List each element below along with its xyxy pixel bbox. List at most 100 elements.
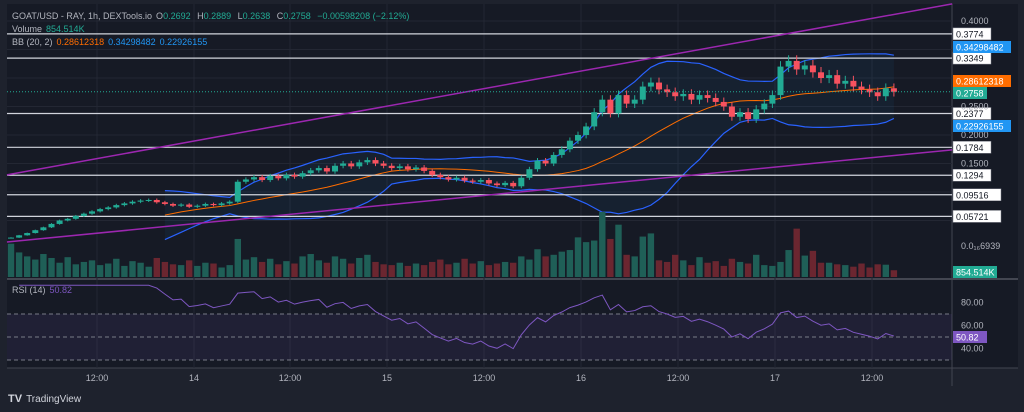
candle-body	[413, 167, 419, 170]
candle-body	[882, 88, 889, 97]
volume-bar	[429, 261, 436, 277]
candle-body	[842, 80, 849, 84]
candle-body	[194, 205, 201, 207]
volume-bar	[364, 254, 371, 277]
candle-body	[793, 60, 800, 70]
volume-bar	[607, 238, 614, 277]
bb-basis-badge-box	[953, 75, 1011, 87]
candle-body	[404, 166, 411, 170]
candle-body	[672, 92, 679, 97]
candle-body	[890, 88, 897, 92]
bb-upper-line	[164, 53, 894, 198]
volume-bar	[348, 263, 355, 277]
candle-body	[737, 112, 743, 117]
candle-body	[664, 89, 671, 93]
volume-bar	[882, 264, 889, 277]
volume-bar	[874, 264, 881, 277]
volume-bar	[137, 262, 144, 277]
candle-body	[445, 177, 452, 180]
time-tick: 12:00	[86, 373, 109, 383]
price-tick: 0.4000	[961, 16, 989, 26]
candle-body	[785, 60, 792, 67]
candle-body	[348, 163, 355, 167]
candle-body	[226, 201, 233, 204]
volume-bar	[48, 257, 55, 277]
volume-bar	[258, 261, 266, 277]
volume-bar	[591, 240, 598, 277]
volume-bar	[769, 265, 776, 277]
volume-bar	[64, 257, 71, 277]
candle-body	[56, 220, 63, 224]
volume-bar	[623, 254, 630, 277]
candle-body	[510, 182, 517, 187]
volume-bar	[655, 260, 663, 277]
candle-body	[769, 95, 776, 104]
candle-body	[267, 176, 274, 181]
candle-body	[801, 65, 808, 70]
candle-body	[16, 235, 23, 238]
level-label-box	[952, 210, 1002, 223]
close-value: 0.2758	[283, 11, 311, 21]
volume-bar	[161, 261, 169, 277]
candle-body	[283, 174, 290, 179]
rsi-tick: 40.00	[961, 344, 984, 354]
volume-bar	[7, 243, 15, 277]
volume-bar	[226, 265, 233, 277]
low-value: 0.2638	[242, 11, 271, 21]
volume-bar	[777, 261, 784, 277]
bb-legend: BB (20, 2) 0.28612318 0.34298482 0.22926155	[12, 37, 208, 47]
candle-body	[858, 86, 865, 90]
bb-upper-badge-box	[953, 41, 1011, 53]
candle-body	[502, 182, 509, 186]
candle-body	[364, 160, 371, 163]
tradingview-logo[interactable]: TV TradingView	[8, 393, 82, 405]
volume-bar	[356, 257, 363, 277]
price-tick: 0.1500	[961, 159, 989, 169]
volume-bar	[339, 258, 347, 277]
volume-bar	[793, 228, 800, 277]
volume-bar	[825, 262, 833, 277]
candle-body	[299, 173, 306, 177]
volume-bar	[186, 260, 193, 277]
candle-body	[429, 170, 436, 175]
volume-bar	[469, 263, 476, 277]
level-label-box	[952, 27, 992, 41]
volume-bar	[801, 255, 808, 277]
level-label: 0.2377	[956, 109, 984, 119]
volume-bar	[242, 259, 250, 277]
volume-bar	[275, 264, 282, 277]
candle-body	[105, 207, 112, 210]
candle-body	[591, 112, 598, 127]
candle-body	[153, 199, 160, 203]
level-label: 0.3774	[956, 29, 984, 39]
candle-body	[461, 177, 468, 181]
candle-body	[242, 179, 249, 182]
volume-bar	[728, 258, 736, 277]
rsi-tick: 80.00	[961, 298, 984, 308]
volume-bar	[291, 263, 298, 277]
volume-bar	[574, 237, 582, 277]
candle-body	[469, 180, 476, 182]
volume-bar	[372, 261, 379, 277]
candle-body	[599, 99, 606, 113]
symbol-legend: GOAT/USD - RAY, 1h, DEXTools.io O0.2692 H…	[12, 11, 410, 21]
candle-body	[396, 166, 403, 169]
volume-bar	[453, 262, 460, 277]
candle-body	[64, 218, 71, 221]
volume-bar	[680, 260, 687, 277]
volume-bar	[582, 242, 590, 277]
candle-body	[137, 200, 144, 202]
candle-body	[234, 181, 241, 202]
candle-body	[712, 97, 719, 102]
volume-bar	[113, 258, 120, 277]
volume-bar	[121, 265, 128, 277]
volume-bar	[890, 270, 898, 277]
bb-basis-badge: 0.28612318	[956, 77, 1004, 87]
volume-bar	[24, 256, 31, 277]
volume-bar	[388, 265, 395, 277]
candle-body	[850, 80, 857, 87]
candle-body	[728, 106, 735, 117]
candle-body	[834, 75, 841, 84]
volume-bar	[744, 263, 752, 277]
